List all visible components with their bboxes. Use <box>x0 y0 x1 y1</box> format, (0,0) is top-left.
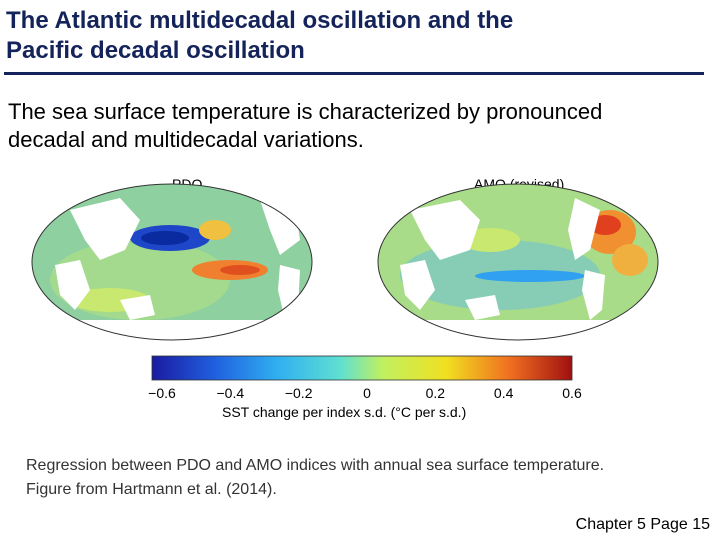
colorbar <box>151 355 573 381</box>
slide-title: The Atlantic multidecadal oscillation an… <box>6 6 706 66</box>
intro-line-1: The sea surface temperature is character… <box>8 99 603 124</box>
colorbar-label: SST change per index s.d. (°C per s.d.) <box>222 404 467 420</box>
colorbar-tick-label: 0 <box>363 385 371 401</box>
colorbar-tick-label: −0.2 <box>285 385 313 401</box>
title-divider <box>4 72 704 75</box>
title-line-2: Pacific decadal oscillation <box>6 37 305 64</box>
sst-regression-figure: PDO AMO (revised) <box>30 170 690 430</box>
title-line-1: The Atlantic multidecadal oscillation an… <box>6 7 514 34</box>
colorbar-tick-label: 0.4 <box>494 385 514 401</box>
intro-line-2: decadal and multidecadal variations. <box>8 127 364 152</box>
caption-line-1: Regression between PDO and AMO indices w… <box>26 457 605 474</box>
colorbar-tick-label: −0.6 <box>148 385 176 401</box>
colorbar-tick-label: −0.4 <box>217 385 245 401</box>
colorbar-tick-label: 0.6 <box>562 385 582 401</box>
page-footer: Chapter 5 Page 15 <box>575 516 710 533</box>
intro-text: The sea surface temperature is character… <box>8 98 698 154</box>
colorbar-tick-label: 0.2 <box>426 385 446 401</box>
caption-line-2: Figure from Hartmann et al. (2014). <box>26 481 277 498</box>
pdo-map <box>32 184 312 340</box>
colorbar-ticks: −0.6 −0.4 −0.2 0 0.2 0.4 0.6 <box>148 385 582 401</box>
figure-graphics: −0.6 −0.4 −0.2 0 0.2 0.4 0.6 <box>31 183 659 401</box>
figure-caption: Regression between PDO and AMO indices w… <box>26 454 706 502</box>
amo-map <box>378 184 658 340</box>
